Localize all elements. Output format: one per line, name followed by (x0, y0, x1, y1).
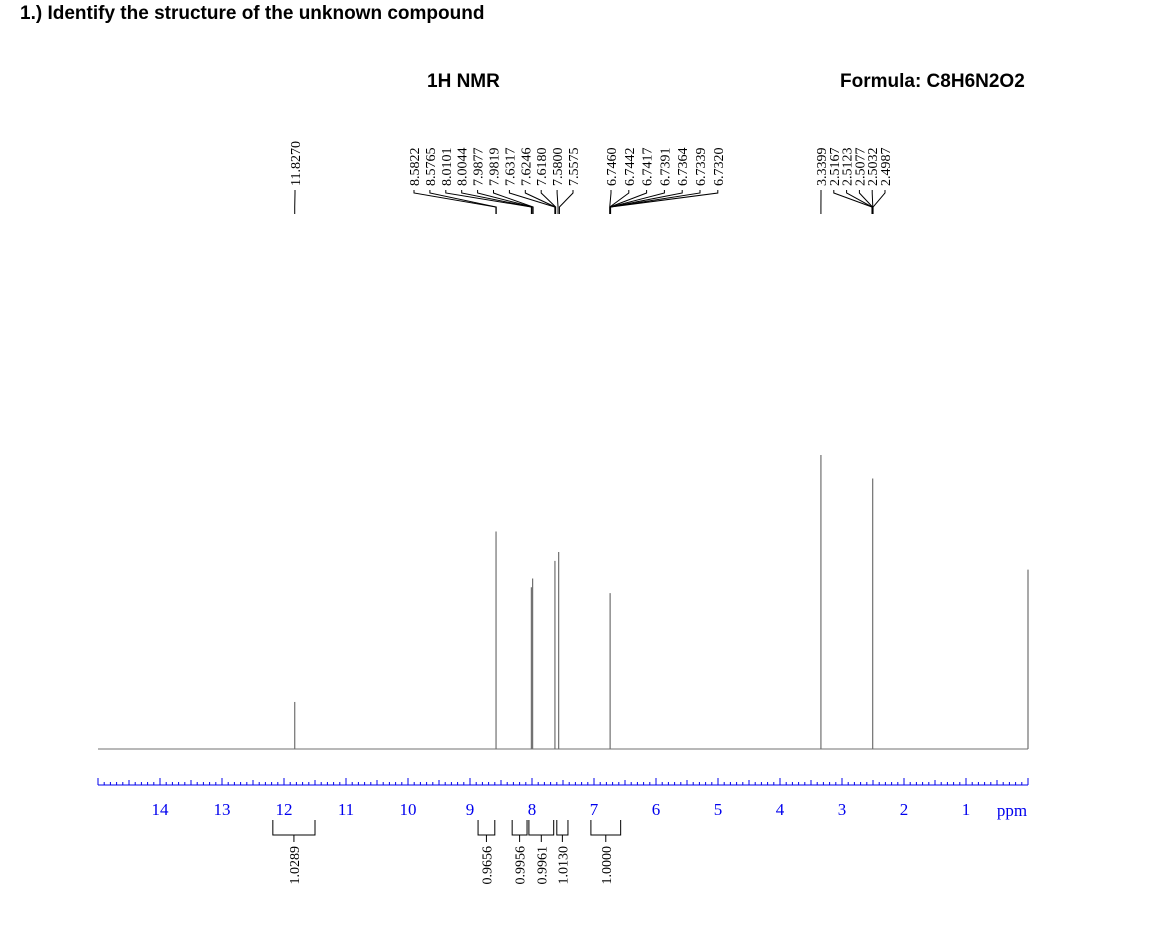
integration-value-4: 1.0130 (556, 846, 571, 885)
peak-label: 7.9819 (488, 148, 503, 187)
peak-label: 2.5167 (828, 148, 843, 187)
integration-bracket-2 (511, 820, 528, 836)
peak-label-connector (429, 190, 497, 214)
peak-label-connector (556, 190, 559, 214)
peak-label: 2.5077 (853, 148, 868, 187)
peak-label-connector (461, 190, 533, 214)
integration-value-2: 0.9956 (514, 846, 529, 885)
peak-label: 7.5800 (551, 148, 566, 187)
chart-title: 1H NMR (427, 71, 500, 92)
integration-value-1: 0.9656 (480, 846, 495, 885)
integration-value-5: 1.0000 (600, 846, 615, 885)
peak-label-connector (872, 190, 886, 214)
x-tick-label: 3 (838, 800, 847, 819)
x-tick-label: 14 (152, 800, 170, 819)
peak-label-connector (558, 190, 574, 214)
peak-label: 6.7364 (676, 148, 691, 187)
peak-label: 6.7391 (658, 148, 673, 187)
plot-layer (98, 455, 1029, 750)
x-tick-label: 7 (590, 800, 599, 819)
x-tick-label: 13 (214, 800, 231, 819)
x-tick-label: 4 (776, 800, 785, 819)
peak-label: 7.9877 (472, 148, 487, 187)
peak-label: 8.0101 (440, 148, 455, 187)
x-tick-label: 10 (400, 800, 417, 819)
peak-label: 6.7320 (712, 148, 727, 187)
peak-label: 2.5032 (866, 148, 881, 187)
peak-label: 8.5765 (424, 148, 439, 187)
peak-label: 6.7442 (623, 148, 638, 187)
peak-label-connector (609, 190, 630, 214)
peak-label: 11.8270 (289, 141, 304, 186)
x-tick-label: 5 (714, 800, 723, 819)
integration-value-3: 0.9961 (535, 846, 550, 885)
formula-label: Formula: C8H6N2O2 (840, 71, 1025, 92)
x-tick-label: 11 (338, 800, 354, 819)
integration-bracket-0 (272, 820, 316, 836)
x-tick-label: 1 (962, 800, 971, 819)
x-tick-label: 6 (652, 800, 661, 819)
integration-bracket-4 (556, 820, 569, 836)
peak-label-connector (833, 190, 873, 214)
peak-label: 2.5123 (841, 148, 856, 187)
peak-label: 3.3399 (815, 148, 830, 187)
x-axis-unit-label: ppm (997, 801, 1027, 820)
x-tick-label: 9 (466, 800, 475, 819)
peak-label: 7.6180 (535, 148, 550, 187)
peak-label-layer: 11.8270 8.5822 8.5765 8.0101 8.0044 7.9877 7.9… (289, 141, 894, 214)
integration-bracket-3 (528, 820, 555, 836)
peak-label: 8.5822 (408, 148, 423, 187)
x-tick-label: 12 (276, 800, 293, 819)
integration-bracket-5 (590, 820, 622, 836)
integration-bracket-1 (477, 820, 496, 836)
peak-label: 6.7460 (605, 148, 620, 187)
peak-label-connector (858, 190, 874, 214)
integral-layer: 1.0289 0.9656 0.9956 0.9961 1.0130 1.0000 (272, 820, 622, 885)
peak-label: 7.5575 (567, 148, 582, 187)
peak-label: 7.6246 (519, 148, 534, 187)
peak-label: 7.6317 (503, 148, 518, 187)
peak-label: 6.7339 (694, 148, 709, 187)
x-tick-label: 2 (900, 800, 909, 819)
peak-label-connector (493, 190, 534, 214)
axis-layer: 14 13 12 11 10 9 8 7 6 5 4 3 2 1 ppm (97, 778, 1029, 820)
x-tick-label: 8 (528, 800, 537, 819)
peak-label-connector (540, 190, 557, 214)
peak-label-connector (413, 190, 497, 214)
question-text: 1.) Identify the structure of the unknow… (20, 3, 485, 24)
peak-label: 6.7417 (641, 148, 656, 187)
peak-label: 8.0044 (456, 148, 471, 187)
integration-value-0: 1.0289 (288, 846, 303, 885)
peak-label: 2.4987 (879, 148, 894, 187)
peak-label-connector (610, 190, 719, 214)
